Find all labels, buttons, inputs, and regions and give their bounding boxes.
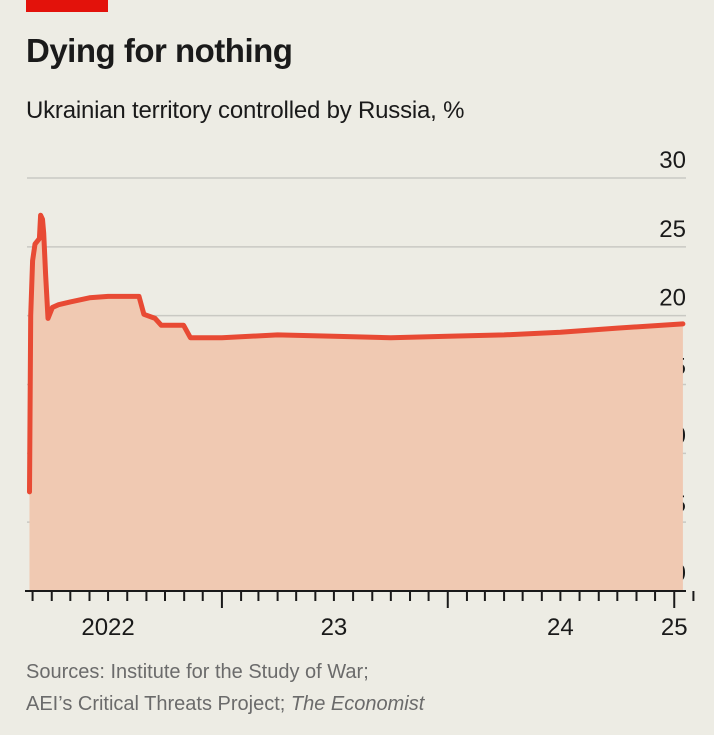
x-tick-label: 24 [547,614,574,640]
x-tick-label: 23 [321,614,348,640]
source-line-2: AEI’s Critical Threats Project; The Econ… [26,688,424,720]
brand-tag [26,0,108,12]
source-publication: The Economist [290,693,425,715]
source-line-2-text: AEI’s Critical Threats Project; [26,693,291,715]
line-area-chart: 0510152025302022232425 [25,147,695,640]
source-note: Sources: Institute for the Study of War;… [26,656,424,720]
source-line-1: Sources: Institute for the Study of War; [26,661,369,683]
chart-subtitle: Ukrainian territory controlled by Russia… [26,97,465,124]
y-tick-label: 20 [659,285,686,312]
x-tick-label: 2022 [81,614,134,640]
area-fill [29,215,683,591]
x-tick-label: 25 [661,614,688,640]
y-tick-label: 25 [659,216,686,243]
y-tick-label: 30 [659,147,686,174]
chart-title: Dying for nothing [26,32,293,69]
series-line [27,212,686,495]
